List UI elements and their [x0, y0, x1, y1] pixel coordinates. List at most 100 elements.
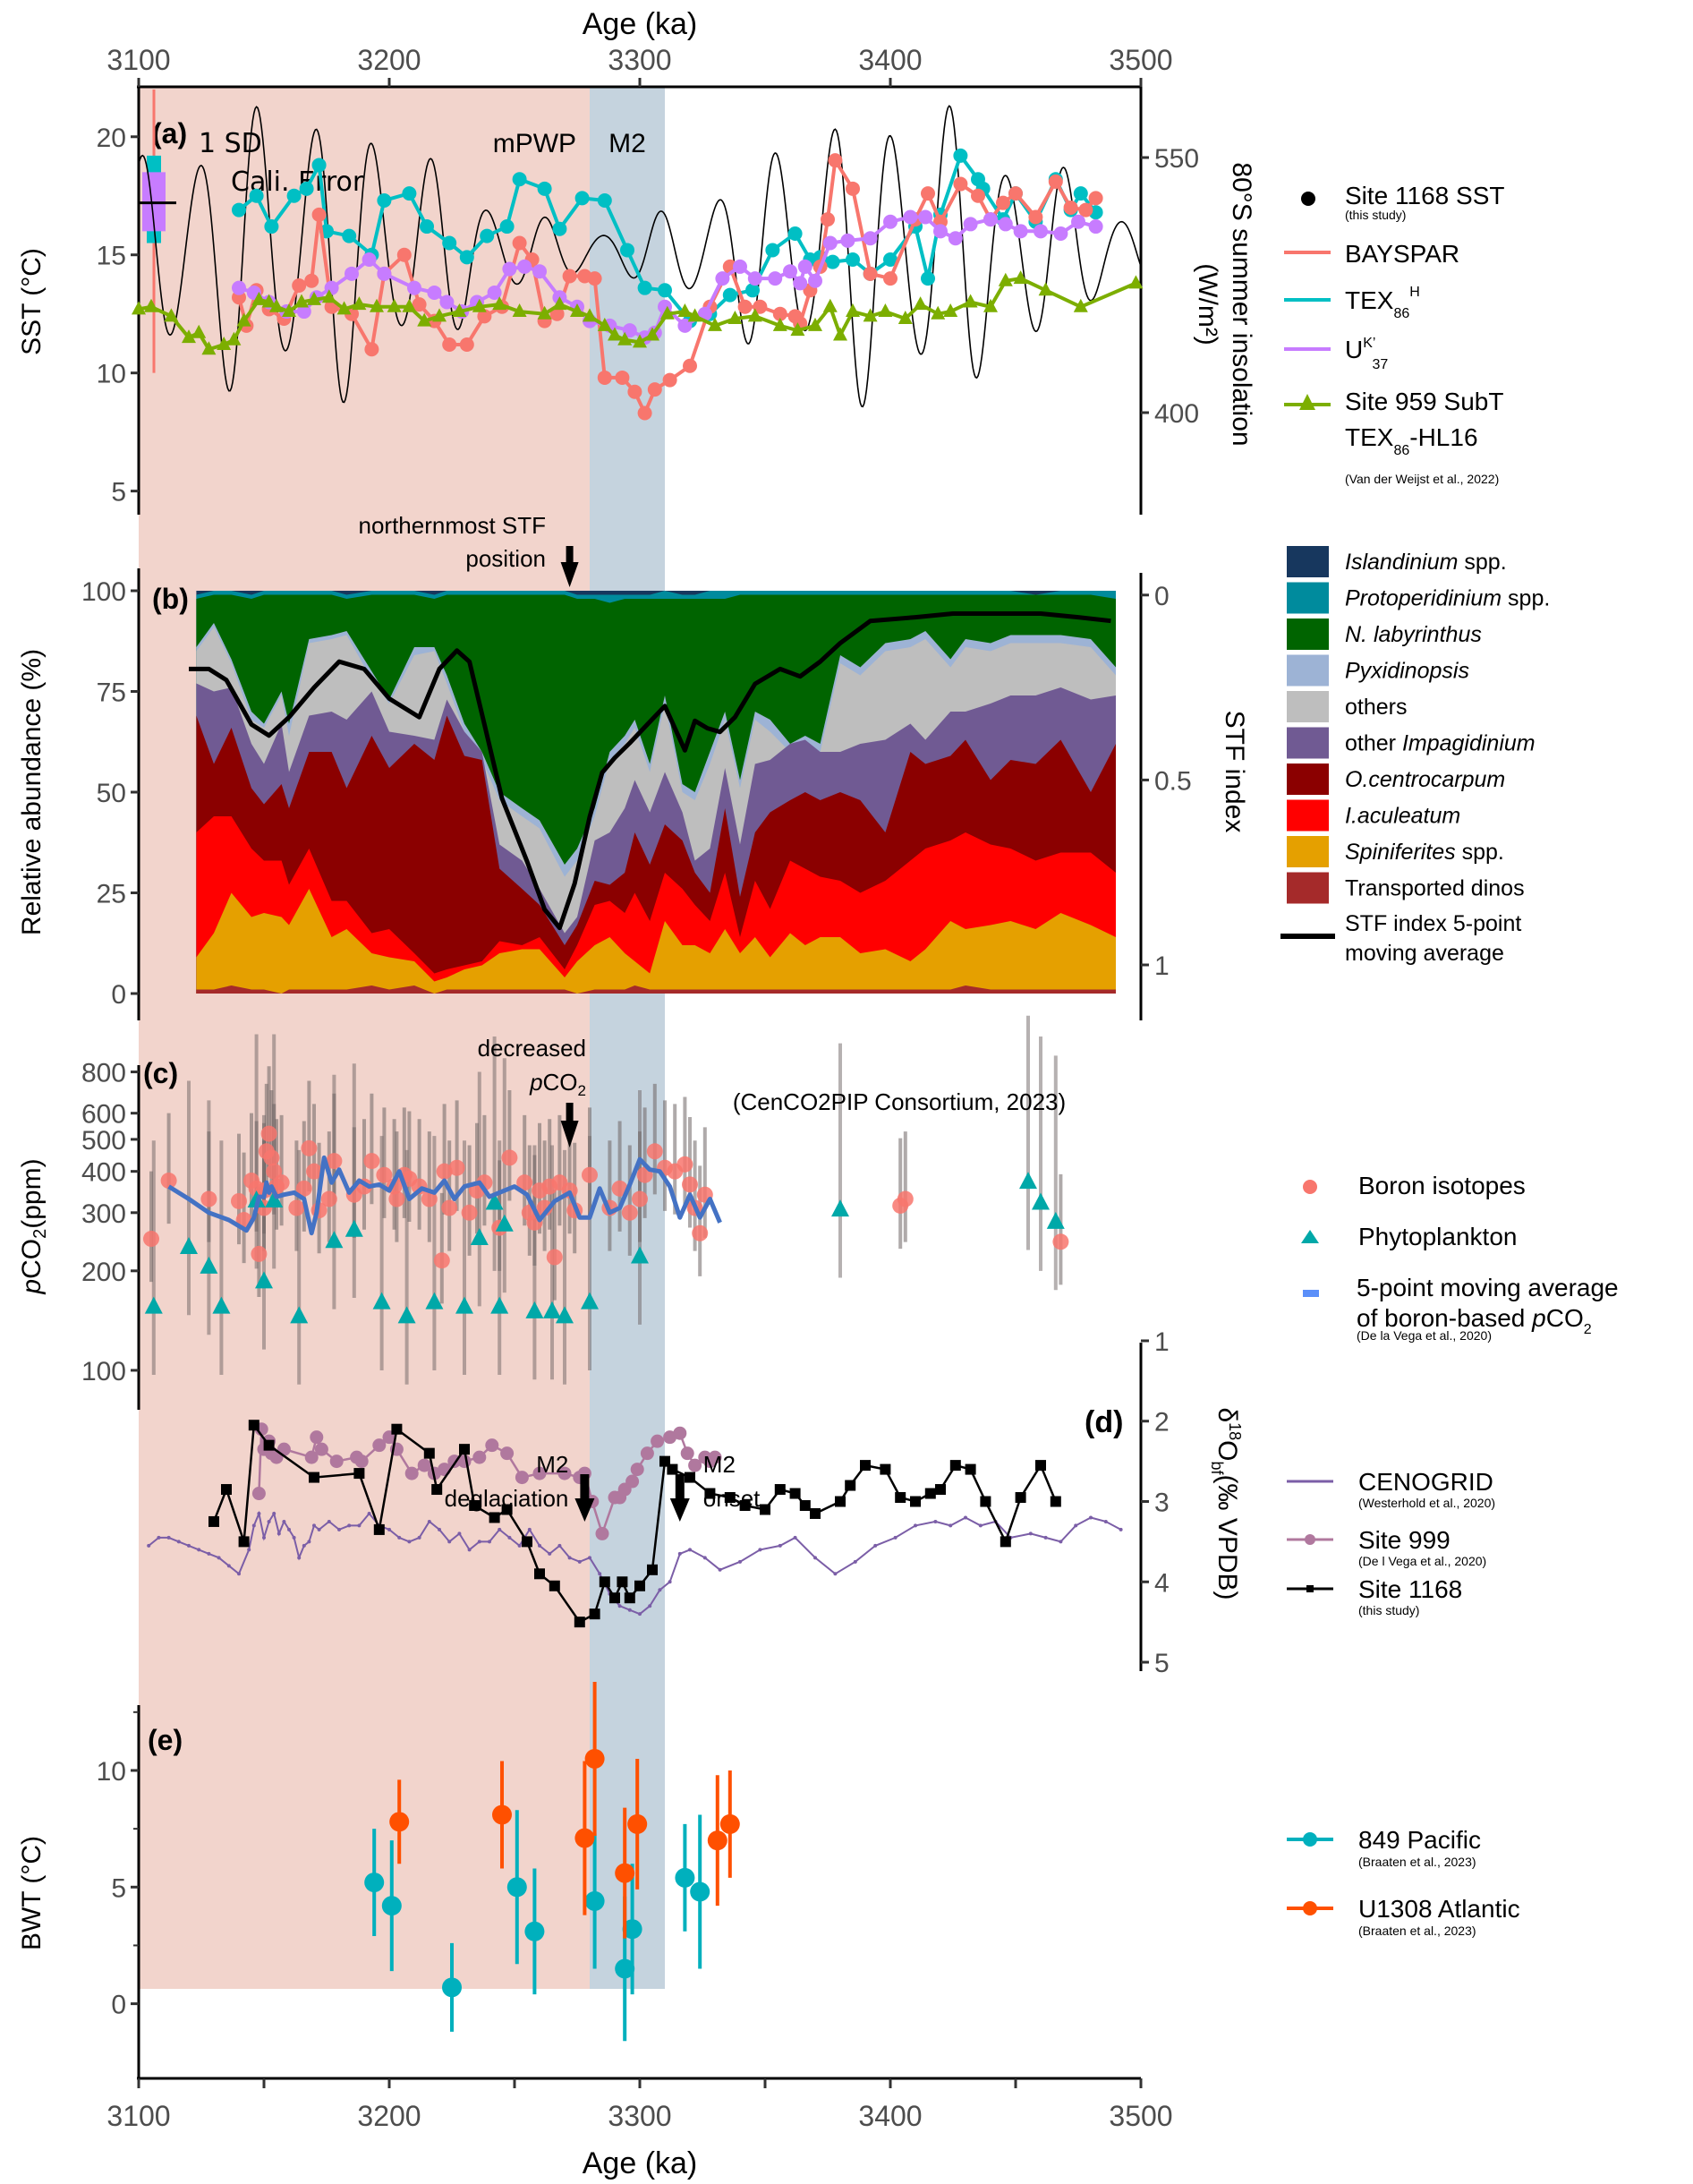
- d18o-point-cenogrid: [577, 1559, 582, 1564]
- y2-axis-title-line1: 80°S summer insolation: [1227, 162, 1256, 446]
- d18o-point-site1168: [599, 1576, 610, 1588]
- series-point-1: [662, 372, 677, 388]
- label-mpwp: mPWP: [493, 129, 576, 158]
- top-tick-label: 3200: [357, 44, 421, 76]
- series-point-0: [552, 221, 567, 236]
- series-point-3: [863, 308, 878, 322]
- series-point-1: [953, 176, 968, 192]
- phyto-point: [455, 1296, 473, 1314]
- series-point-3: [608, 327, 622, 341]
- series-point-2: [517, 259, 532, 274]
- series-point-2: [532, 264, 547, 279]
- legend-d18o-cite-0: (Westerhold et al., 2020): [1358, 1496, 1495, 1510]
- series-point-0: [249, 188, 264, 203]
- d18o-point-cenogrid: [317, 1527, 321, 1531]
- y-tick-label-sst: 20: [97, 124, 126, 153]
- legend-bwt-marker-1: [1303, 1901, 1317, 1915]
- shaded-intervals: [139, 87, 665, 1989]
- bottom-tick-label: 3200: [357, 2100, 421, 2132]
- y-axis-title-pco2: pCO2(ppm): [17, 1158, 50, 1294]
- d18o-point-site1168: [589, 1608, 600, 1620]
- d18o-point-site1168: [373, 1523, 385, 1535]
- phyto-point: [1019, 1172, 1037, 1190]
- series-point-3: [269, 298, 284, 312]
- series-point-0: [286, 188, 302, 203]
- series-point-3: [998, 272, 1013, 286]
- phyto-point: [372, 1292, 391, 1310]
- y2-axis-title-line2: (W/m²): [1193, 263, 1222, 346]
- panel-b-dinocyst: 0 25 50 75 100 Relative abundance (%) 0 0.5 1 STF…: [17, 512, 1249, 1020]
- annotation-decreased: decreased: [478, 1035, 586, 1062]
- legend-boron-dot: [1303, 1180, 1317, 1194]
- d18o-point-site999: [310, 1430, 324, 1445]
- legend-swatch-3: [1287, 654, 1329, 687]
- label-1sd: 1 SD: [199, 128, 262, 159]
- legend-ma-swatch: [1303, 1290, 1319, 1297]
- d18o-point-cenogrid: [357, 1523, 362, 1528]
- source-cenco2pip: (CenCO2PIP Consortium, 2023): [733, 1088, 1066, 1115]
- series-point-1: [412, 297, 427, 312]
- d18o-point-cenogrid: [251, 1523, 256, 1528]
- bwt-point-1: [707, 1830, 727, 1851]
- d18o-point-site1168: [895, 1492, 906, 1504]
- d18o-point-site999: [515, 1471, 529, 1485]
- series-point-0: [597, 193, 612, 209]
- legend-ma-cite: (De la Vega et al., 2020): [1357, 1328, 1492, 1343]
- series-point-3: [570, 303, 584, 318]
- series-point-2: [622, 323, 637, 338]
- series-point-0: [765, 243, 780, 258]
- series-point-3: [772, 317, 787, 331]
- d18o-point-site1168: [617, 1576, 628, 1588]
- d18o-point-cenogrid: [718, 1567, 722, 1572]
- boron-point: [200, 1190, 217, 1207]
- d18o-point-cenogrid: [337, 1527, 341, 1531]
- y2-tick-label-stf: 0: [1154, 582, 1170, 611]
- d18o-point-site999: [625, 1474, 640, 1489]
- series-point-3: [983, 298, 998, 312]
- legend-bwt-cite-1: (Braaten et al., 2023): [1358, 1924, 1476, 1938]
- bwt-point-0: [615, 1958, 635, 1979]
- d18o-point-site1168: [1050, 1496, 1061, 1507]
- series-point-3: [307, 291, 321, 305]
- panel-e-bwt: 0 5 10 BWT (°C) (e): [17, 1681, 740, 2078]
- d18o-point-site999: [688, 1458, 702, 1472]
- boron-point: [376, 1166, 393, 1183]
- d18o-point-cenogrid: [157, 1535, 161, 1540]
- d18o-point-site1168: [634, 1580, 645, 1591]
- d18o-point-site1168: [574, 1617, 585, 1628]
- legend-panel-e: 849 Pacific(Braaten et al., 2023)U1308 A…: [1287, 1826, 1520, 1938]
- y-axis-title-abundance: Relative abundance (%): [17, 649, 47, 935]
- panel-label-b: (b): [152, 583, 189, 615]
- d18o-point-cenogrid: [217, 1556, 221, 1560]
- series-point-0: [342, 228, 357, 243]
- d18o-point-site999: [651, 1434, 665, 1448]
- series-point-1: [1008, 186, 1023, 201]
- d18o-point-site1168: [724, 1492, 736, 1504]
- series-point-1: [396, 247, 412, 262]
- bottom-tick-label: 3400: [858, 2100, 922, 2132]
- d18o-point-site1168: [704, 1488, 716, 1499]
- d18o-point-cenogrid: [327, 1519, 331, 1523]
- series-point-3: [1128, 275, 1144, 289]
- series-point-1: [1088, 191, 1103, 206]
- boron-point: [421, 1190, 438, 1207]
- d18o-point-site1168: [549, 1580, 560, 1591]
- y-tick-label-pco2: 600: [81, 1100, 126, 1130]
- d18o-point-cenogrid: [307, 1540, 311, 1544]
- phyto-point: [255, 1271, 273, 1289]
- boron-point: [646, 1143, 663, 1160]
- y2-tick-label-insolation: 400: [1154, 399, 1199, 429]
- series-point-3: [583, 308, 597, 322]
- d18o-point-cenogrid: [207, 1551, 211, 1556]
- d18o-point-cenogrid: [567, 1556, 572, 1560]
- d18o-point-site999: [354, 1455, 369, 1469]
- bottom-tick-label: 3300: [608, 2100, 671, 2132]
- d18o-point-cenogrid: [427, 1519, 431, 1523]
- bwt-point-1: [719, 1813, 740, 1834]
- bwt-point-0: [524, 1921, 545, 1941]
- d18o-point-site1168: [799, 1499, 811, 1511]
- series-point-3: [808, 317, 822, 331]
- series-point-3: [182, 329, 196, 344]
- y2-tick-label-insolation: 550: [1154, 144, 1199, 174]
